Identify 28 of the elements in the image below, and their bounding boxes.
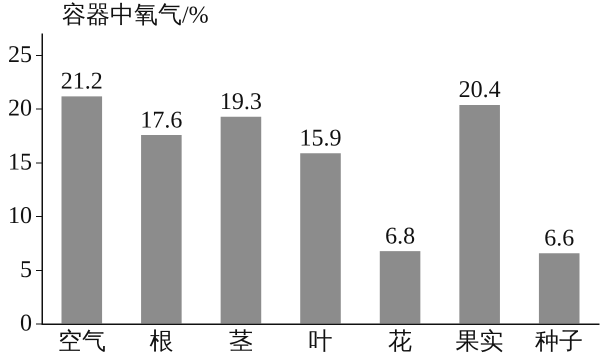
x-tick-label: 果实 [456, 328, 504, 355]
x-tick-label: 花 [388, 328, 412, 355]
data-label: 19.3 [220, 89, 262, 116]
y-tick-label: 5 [20, 256, 32, 283]
bar [61, 96, 102, 324]
data-label: 20.4 [458, 77, 501, 104]
y-tick-label: 0 [20, 310, 32, 336]
y-tick-label: 20 [8, 96, 32, 122]
bar [220, 116, 262, 324]
x-tick-label: 空气 [58, 328, 106, 355]
data-label: 15.9 [300, 126, 342, 152]
bar [380, 251, 420, 324]
data-label: 17.6 [140, 107, 182, 134]
data-label: 6.8 [385, 223, 416, 250]
x-tick-label: 茎 [228, 328, 253, 355]
bar [300, 153, 341, 324]
x-tick-label: 叶 [308, 328, 332, 355]
bar [141, 135, 182, 324]
y-tick-label: 10 [8, 203, 32, 230]
bar [459, 104, 500, 324]
data-label: 21.2 [60, 68, 103, 95]
x-tick-label: 种子 [535, 328, 584, 355]
y-tick-label: 25 [8, 42, 32, 68]
bar [538, 253, 580, 324]
data-label: 6.6 [544, 226, 574, 252]
x-tick-label: 根 [149, 328, 174, 355]
y-tick-label: 15 [8, 149, 32, 176]
y-axis-title: 容器中氧气/% [62, 1, 209, 28]
